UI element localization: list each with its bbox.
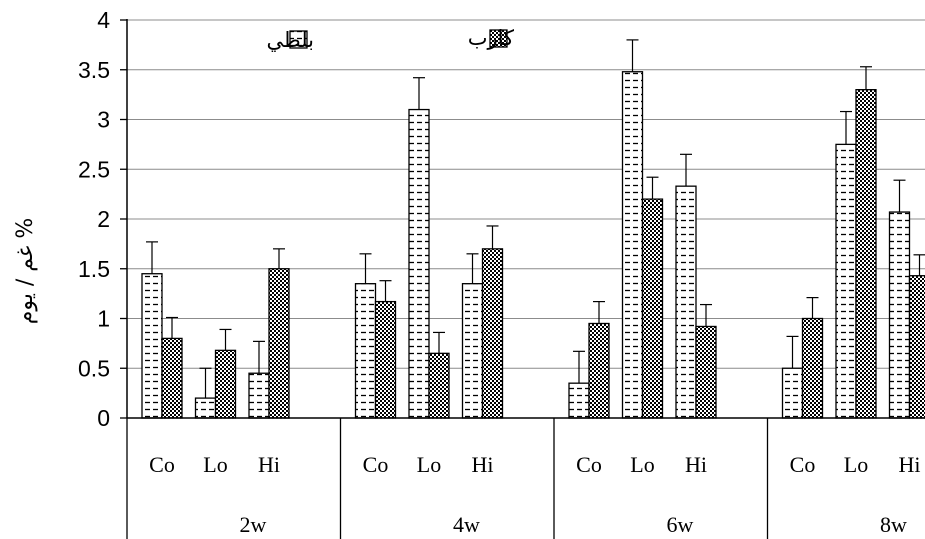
x-subcategory-label: Hi [899,452,921,477]
x-group-label: 8w [880,512,907,537]
bar-4w-Co-series-1 [354,283,377,419]
bar-4w-Hi-series-1 [461,283,484,419]
y-tick-label: 3 [97,107,110,133]
bar-2w-Hi-series-1 [248,372,270,419]
x-subcategory-label: Lo [203,452,227,477]
x-subcategory-label: Co [149,452,175,477]
bar-8w-Co-series-2 [801,317,824,419]
bar-8w-Co-series-1 [781,367,804,419]
bar-2w-Co-series-1 [141,273,163,419]
x-subcategory-label: Co [576,452,602,477]
x-group-label: 2w [240,512,267,537]
y-tick-label: 2 [97,206,110,232]
x-subcategory-label: Lo [844,452,868,477]
y-tick-label: 0.5 [78,355,110,381]
bar-6w-Co-series-2 [588,322,610,419]
legend-swatch-series-2 [489,29,508,48]
y-tick-label: 1 [97,306,110,332]
bar-6w-Lo-series-1 [621,71,644,419]
legend: بلطي كارب [266,26,514,52]
x-subcategory-label: Lo [630,452,654,477]
x-subcategory-label: Co [363,452,389,477]
bar-8w-Lo-series-2 [855,89,877,419]
bar-2w-Co-series-2 [161,337,183,419]
bar-2w-Lo-series-2 [214,349,237,419]
gridlines [127,19,925,369]
legend-swatch-series-1 [289,30,308,49]
bar-6w-Co-series-1 [568,382,590,419]
x-subcategory-label: Hi [472,452,494,477]
y-tick-label: 1.5 [78,256,110,282]
bar-2w-Lo-series-1 [194,397,217,419]
bar-6w-Hi-series-1 [675,185,697,419]
x-subcategory-label: Hi [685,452,707,477]
bar-8w-Hi-series-1 [888,211,911,419]
legend-label-series-1: بلطي [266,28,314,52]
x-subcategory-label: Co [790,452,816,477]
legend-label-series-2: كارب [468,26,514,50]
y-tick-label: 3.5 [78,57,110,83]
bar-8w-Lo-series-1 [835,143,857,419]
bar-4w-Lo-series-1 [408,108,430,419]
x-group-label: 4w [453,512,480,537]
x-subcategory-label: Lo [417,452,441,477]
y-axis: 0 0.5 1 1.5 2 2.5 3 3.5 4 [78,7,128,431]
y-tick-label: 0 [97,405,110,431]
bar-2w-Hi-series-2 [268,268,290,419]
bar-8w-Hi-series-2 [908,275,925,419]
legend-item-series-2: كارب [468,26,514,50]
bar-6w-Lo-series-2 [641,198,664,419]
bar-4w-Co-series-2 [374,300,397,419]
y-tick-label: 4 [97,7,110,33]
x-axis: Co Lo Hi 2w Co Lo Hi 4w Co Lo Hi 6w Co Lo Hi 8w [126,417,925,539]
y-axis-label: غم / يوم % [13,218,38,325]
bar-4w-Lo-series-2 [428,352,450,419]
bar-6w-Hi-series-2 [695,325,717,419]
legend-item-series-1: بلطي [266,28,314,52]
y-tick-label: 2.5 [78,156,110,182]
x-subcategory-label: Hi [258,452,280,477]
bar-4w-Hi-series-2 [481,248,504,419]
x-group-label: 6w [667,512,694,537]
error-bars [146,39,925,399]
